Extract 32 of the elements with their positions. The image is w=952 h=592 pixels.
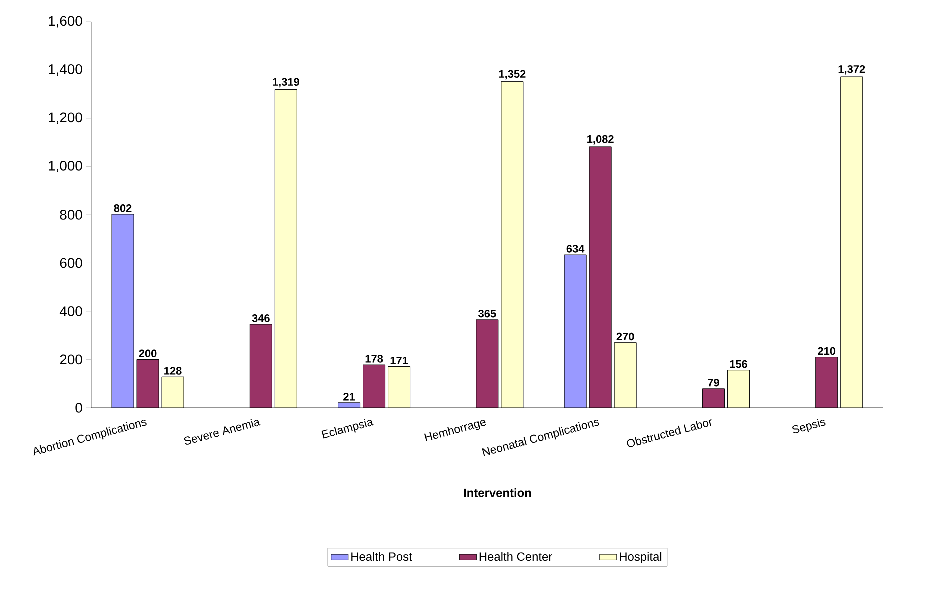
data-label: 210 (818, 347, 836, 356)
data-label: 156 (730, 360, 748, 368)
y-tick-label: 600 (60, 258, 82, 268)
x-tick-label: Severe Anemia (184, 419, 261, 445)
y-tick-label: 1,000 (49, 160, 82, 172)
data-label: 178 (366, 355, 384, 363)
data-label: 1,082 (588, 135, 614, 145)
x-tick-label: Sepsis (792, 418, 826, 434)
legend-label: Health Center (480, 552, 552, 562)
data-label: 802 (114, 204, 132, 212)
y-tick-label: 1,400 (49, 64, 82, 76)
data-label: 1,372 (838, 65, 866, 75)
data-label: 79 (708, 378, 720, 387)
data-label: 1,319 (273, 78, 300, 88)
data-label: 128 (164, 367, 182, 375)
y-tick-label: 400 (60, 306, 82, 316)
data-label: 634 (566, 245, 585, 253)
y-tick-label: 1,600 (49, 16, 82, 28)
data-label: 171 (390, 357, 408, 365)
data-label: 270 (616, 332, 634, 341)
data-label: 365 (478, 310, 496, 318)
y-tick-label: 800 (60, 210, 82, 220)
data-label: 21 (344, 393, 356, 401)
data-label: 200 (139, 350, 157, 358)
legend-label: Hospital (620, 552, 662, 564)
y-tick-label: 0 (76, 403, 82, 413)
x-axis-title: Intervention (464, 488, 532, 498)
y-tick-label: 1,200 (49, 112, 82, 124)
y-tick-label: 200 (60, 354, 82, 365)
data-label: 346 (252, 314, 270, 322)
data-label: 1,352 (499, 70, 526, 80)
legend-label: Health Post (352, 552, 412, 562)
